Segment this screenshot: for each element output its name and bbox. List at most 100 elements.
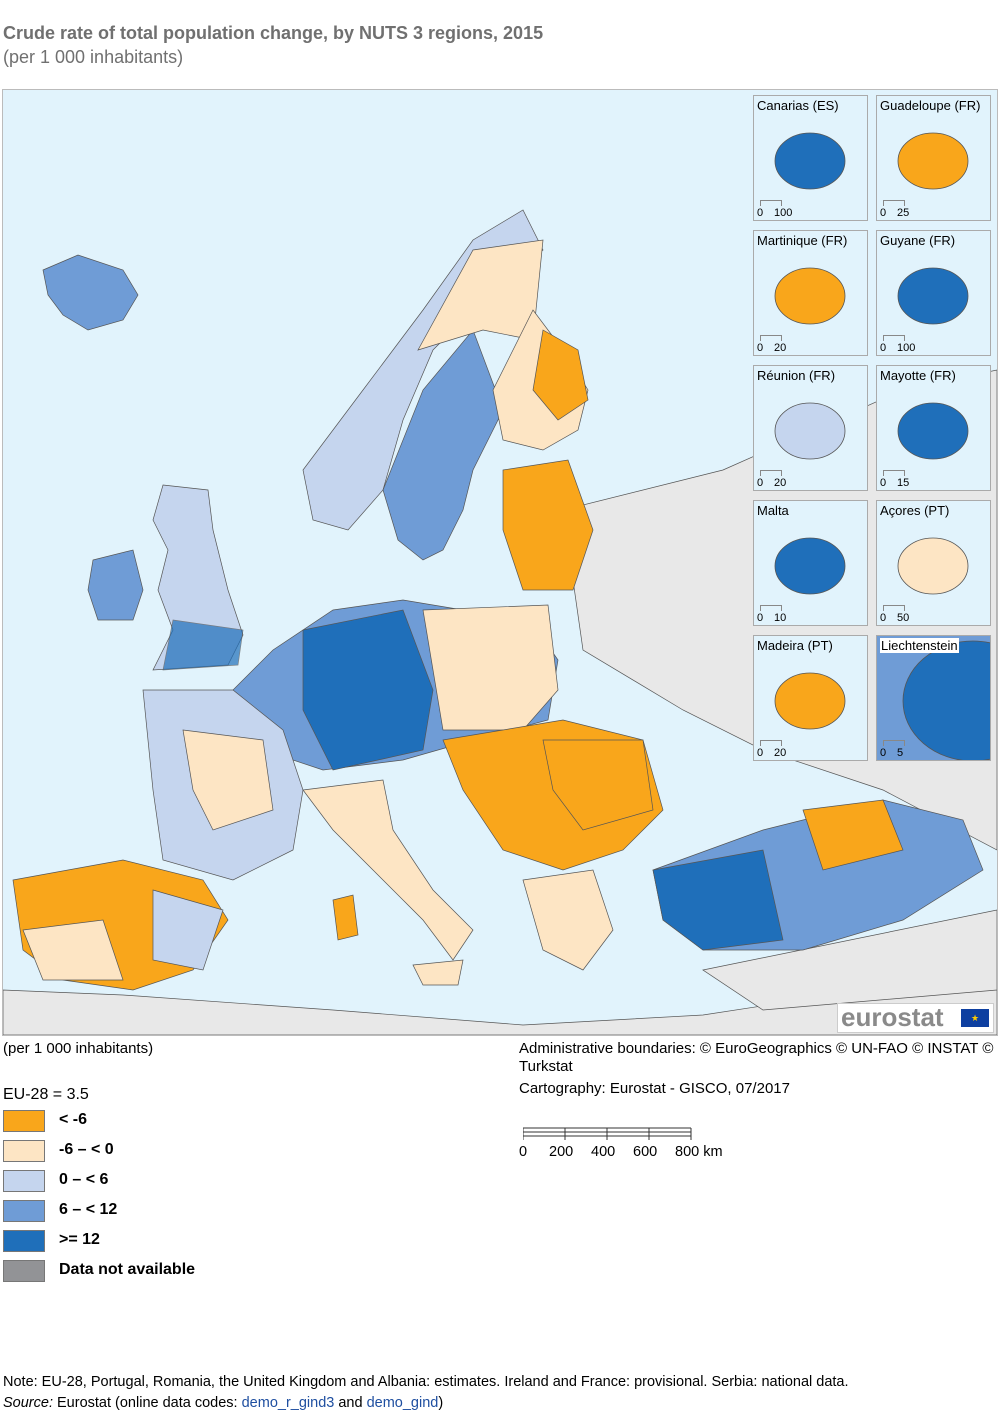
inset-label: Madeira (PT) <box>757 638 833 653</box>
source-and: and <box>334 1395 367 1411</box>
inset-scale-bar <box>883 200 905 206</box>
inset-scale-start: 0 <box>880 477 887 489</box>
turkey-north <box>802 799 904 871</box>
inset-scale-start: 0 <box>880 747 887 759</box>
map-title: Crude rate of total population change, b… <box>3 23 544 43</box>
inset-scale-end: 20 <box>774 342 787 354</box>
inset-scale-end: 20 <box>774 477 787 489</box>
scale-tick: 0 <box>519 1144 528 1160</box>
inset-scale-start: 0 <box>757 342 764 354</box>
inset-label: Açores (PT) <box>880 503 950 518</box>
legend-swatch <box>3 1140 45 1162</box>
inset-label: Réunion (FR) <box>757 368 836 383</box>
inset-scale-bar <box>883 605 905 611</box>
inset-scale-end: 25 <box>897 207 910 219</box>
link-demo-r-gind3[interactable]: demo_r_gind3 <box>241 1395 335 1411</box>
inset-scale-end: 100 <box>774 207 793 219</box>
inset-madeira-pt: Madeira (PT) 0 20 <box>753 635 868 761</box>
inset-scale-bar <box>760 200 782 206</box>
sicily <box>412 959 464 986</box>
inset-mayotte-fr: Mayotte (FR) 0 15 <box>876 365 991 491</box>
map-subtitle: (per 1 000 inhabitants) <box>3 47 184 67</box>
source-text: Eurostat (online data codes: <box>52 1395 242 1411</box>
legend-label: 0 – < 6 <box>59 1171 109 1188</box>
inset-shape <box>774 267 846 325</box>
sweden-north <box>417 239 544 351</box>
legend-swatch <box>3 1200 45 1222</box>
inset-canarias-es: Canarias (ES) 0 100 <box>753 95 868 221</box>
inset-scale-start: 0 <box>880 207 887 219</box>
ireland <box>87 549 144 621</box>
inset-label: Canarias (ES) <box>757 98 839 113</box>
uk-south <box>162 619 244 671</box>
scale-tick: 800 km <box>675 1144 723 1160</box>
sardinia <box>332 894 359 941</box>
eurostat-logo: eurostat ★ <box>837 1002 994 1033</box>
inset-guyane-fr: Guyane (FR) 0 100 <box>876 230 991 356</box>
inset-malta: Malta 0 10 <box>753 500 868 626</box>
inset-scale-bar <box>760 740 782 746</box>
inset-shape <box>774 672 846 730</box>
link-demo-gind[interactable]: demo_gind <box>366 1395 439 1411</box>
eu-flag-icon: ★ <box>961 1009 989 1027</box>
inset-shape <box>897 132 969 190</box>
france-centre <box>182 729 274 831</box>
scale-tick: 600 <box>633 1144 658 1160</box>
inset-shape <box>774 132 846 190</box>
inset-martinique-fr: Martinique (FR) 0 20 <box>753 230 868 356</box>
legend-label: >= 12 <box>59 1231 100 1248</box>
inset-scale-bar <box>760 335 782 341</box>
inset-scale-bar <box>760 605 782 611</box>
poland <box>422 604 559 731</box>
sweden <box>382 329 504 561</box>
legend-unit: (per 1 000 inhabitants) <box>3 1040 154 1057</box>
inset-scale-end: 15 <box>897 477 910 489</box>
legend-swatch <box>3 1260 45 1282</box>
inset-guadeloupe-fr: Guadeloupe (FR) 0 25 <box>876 95 991 221</box>
iceland <box>42 254 139 331</box>
scale-tick: 400 <box>591 1144 616 1160</box>
inset-shape <box>897 537 969 595</box>
inset-scale-bar <box>760 470 782 476</box>
eurostat-logo-text: eurostat <box>841 1002 944 1032</box>
inset-label: Guadeloupe (FR) <box>880 98 981 113</box>
legend-swatch <box>3 1170 45 1192</box>
inset-scale-bar <box>883 335 905 341</box>
legend-swatch <box>3 1110 45 1132</box>
inset-scale-start: 0 <box>880 342 887 354</box>
inset-açores-pt: Açores (PT) 0 50 <box>876 500 991 626</box>
finland-east <box>532 329 589 421</box>
inset-scale-start: 0 <box>757 207 764 219</box>
inset-scale-end: 50 <box>897 612 910 624</box>
inset-label: Martinique (FR) <box>757 233 848 248</box>
main-map: Canarias (ES) 0 100 Guadeloupe (FR) 0 25 Marti… <box>2 89 998 1036</box>
eu-average: EU-28 = 3.5 <box>3 1086 89 1103</box>
inset-scale-start: 0 <box>757 747 764 759</box>
inset-label: Liechtenstein <box>880 638 959 653</box>
inset-scale-end: 100 <box>897 342 916 354</box>
greece <box>522 869 614 971</box>
germany-core <box>302 609 434 771</box>
source: Source: Eurostat (online data codes: dem… <box>3 1395 443 1411</box>
inset-scale-end: 20 <box>774 747 787 759</box>
legend-label: -6 – < 0 <box>59 1141 114 1158</box>
italy <box>302 779 474 961</box>
inset-scale-start: 0 <box>880 612 887 624</box>
inset-scale-end: 10 <box>774 612 787 624</box>
land-africa <box>3 969 997 1035</box>
inset-liechtenstein: Liechtenstein 0 5 <box>876 635 991 761</box>
inset-label: Mayotte (FR) <box>880 368 956 383</box>
inset-shape <box>774 537 846 595</box>
iberia-southwest <box>22 919 124 981</box>
boundaries-credit: Administrative boundaries: © EuroGeograp… <box>519 1040 994 1075</box>
turkey-west <box>652 849 784 951</box>
inset-shape <box>774 402 846 460</box>
legend-swatch <box>3 1230 45 1252</box>
inset-shape <box>902 640 990 760</box>
inset-label: Guyane (FR) <box>880 233 956 248</box>
baltics <box>502 459 594 591</box>
inset-shape <box>897 267 969 325</box>
source-label: Source: <box>3 1395 53 1411</box>
inset-scale-start: 0 <box>757 477 764 489</box>
romania <box>542 739 654 831</box>
